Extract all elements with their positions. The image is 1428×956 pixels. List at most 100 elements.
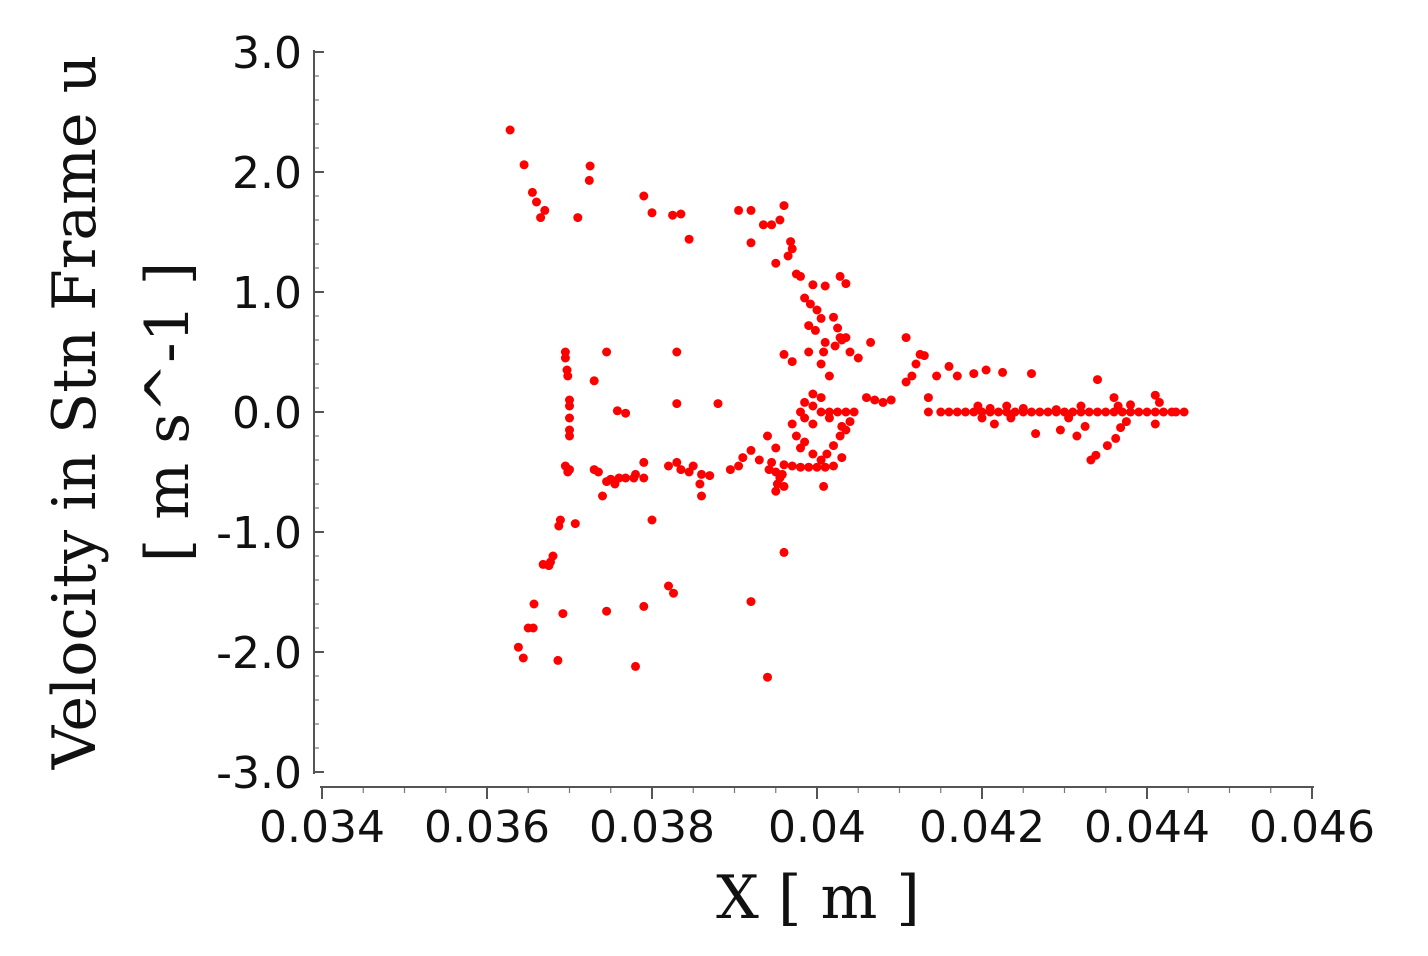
- data-point: [713, 399, 723, 409]
- data-point: [923, 393, 933, 403]
- data-point: [969, 369, 979, 379]
- data-point: [631, 469, 640, 479]
- data-point: [783, 251, 793, 261]
- y-tick-label: -3.0: [216, 748, 302, 799]
- data-point: [621, 408, 631, 418]
- data-point: [585, 161, 595, 171]
- data-point: [777, 469, 787, 479]
- data-point: [804, 347, 814, 357]
- data-point: [1111, 433, 1121, 443]
- data-point: [563, 371, 573, 381]
- data-point: [808, 280, 818, 290]
- data-point: [800, 397, 810, 407]
- data-point: [1159, 407, 1168, 417]
- x-tick-label: 0.04: [768, 802, 866, 853]
- data-point: [808, 389, 818, 399]
- data-point: [994, 407, 1003, 417]
- data-point: [796, 462, 805, 472]
- data-point: [1093, 407, 1102, 417]
- data-points: [505, 125, 1189, 682]
- x-tick-label: 0.044: [1084, 802, 1210, 853]
- data-point: [907, 371, 917, 381]
- data-point: [565, 465, 574, 475]
- data-point: [584, 175, 594, 185]
- data-point: [779, 460, 789, 470]
- data-point: [805, 299, 815, 309]
- data-point: [529, 599, 539, 609]
- data-point: [758, 220, 768, 230]
- data-point: [833, 407, 843, 417]
- data-point: [1109, 393, 1119, 403]
- data-point: [787, 357, 797, 367]
- data-point: [981, 365, 991, 375]
- data-point: [1102, 441, 1112, 451]
- data-point: [513, 642, 523, 652]
- data-point: [528, 623, 538, 633]
- data-point: [734, 205, 744, 215]
- data-point: [554, 521, 564, 531]
- data-point: [779, 201, 789, 211]
- data-point: [786, 237, 796, 247]
- data-point: [589, 376, 599, 386]
- data-point: [808, 419, 818, 429]
- data-point: [853, 353, 863, 363]
- y-tick-label: -1.0: [216, 508, 302, 559]
- data-point: [771, 258, 781, 268]
- data-point: [923, 407, 933, 417]
- data-point: [639, 191, 649, 201]
- data-point: [1142, 407, 1152, 417]
- data-point: [672, 399, 682, 409]
- data-point: [841, 425, 851, 435]
- data-point: [1002, 401, 1012, 411]
- data-point: [540, 205, 550, 215]
- data-point: [866, 337, 876, 347]
- data-point: [1134, 407, 1144, 417]
- data-point: [672, 347, 682, 357]
- data-point: [819, 347, 829, 357]
- data-point: [822, 449, 832, 459]
- y-tick-label: -2.0: [216, 628, 302, 679]
- data-point: [697, 469, 706, 479]
- data-point: [779, 547, 789, 557]
- data-point: [668, 210, 678, 220]
- data-point: [812, 305, 822, 315]
- data-point: [764, 465, 774, 475]
- major-ticks: 3.0 2.0 1.0 0.0 -1.0 -2.0 -3.00.034 0.036 0.038 0…: [216, 28, 1375, 853]
- data-point: [977, 413, 987, 423]
- y-axis-title-line-1: Velocity in Stn Frame u: [40, 55, 110, 771]
- data-point: [676, 209, 686, 219]
- data-point: [672, 457, 682, 467]
- data-point: [886, 395, 896, 405]
- data-point: [936, 407, 946, 417]
- data-point: [705, 471, 715, 481]
- y-tick-label: 2.0: [232, 148, 302, 199]
- data-point: [688, 461, 698, 471]
- data-point: [664, 461, 673, 471]
- data-point: [593, 467, 603, 477]
- data-point: [1031, 429, 1041, 439]
- data-point: [998, 367, 1008, 377]
- data-point: [829, 461, 838, 471]
- data-point: [532, 197, 541, 207]
- data-point: [787, 461, 797, 471]
- data-point: [1093, 375, 1102, 385]
- x-tick-label: 0.034: [259, 802, 385, 853]
- data-point: [808, 449, 818, 459]
- data-point: [878, 397, 888, 407]
- data-point: [763, 672, 772, 682]
- data-point: [911, 359, 921, 369]
- data-point: [901, 377, 911, 387]
- data-point: [647, 208, 657, 218]
- data-point: [1072, 431, 1082, 441]
- data-point: [697, 491, 706, 501]
- axes: [313, 50, 1314, 788]
- data-point: [570, 519, 580, 529]
- data-point: [771, 443, 781, 453]
- data-point: [820, 337, 830, 347]
- y-tick-label: 1.0: [232, 268, 302, 319]
- data-point: [779, 481, 789, 491]
- x-tick-label: 0.038: [589, 802, 715, 853]
- data-point: [1117, 407, 1127, 417]
